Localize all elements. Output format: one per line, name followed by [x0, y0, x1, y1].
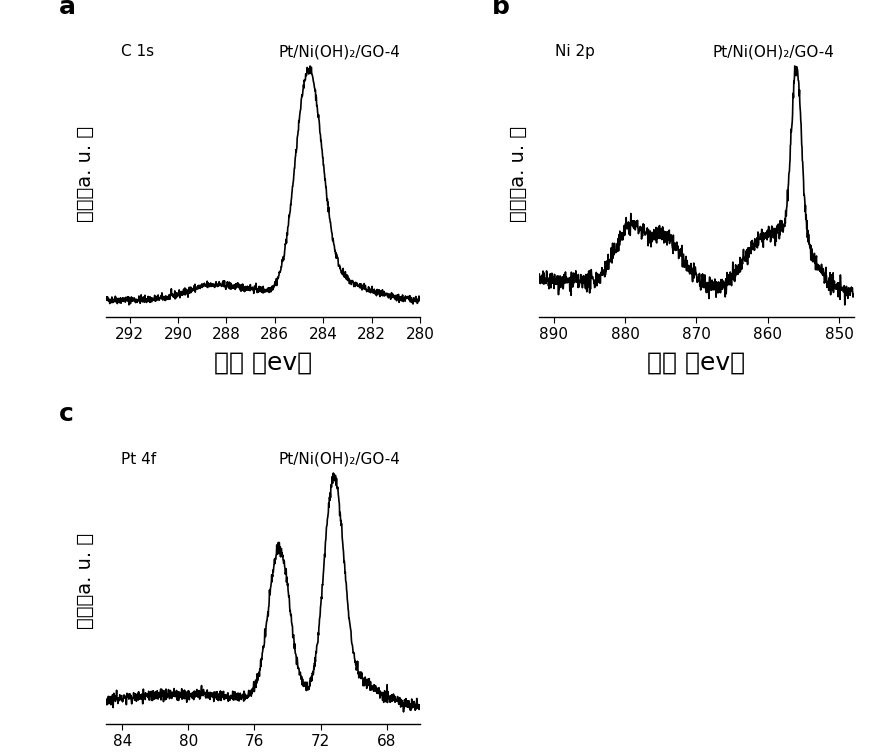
Y-axis label: 强度（a. u. ）: 强度（a. u. ） — [76, 125, 94, 222]
Y-axis label: 强度（a. u. ）: 强度（a. u. ） — [510, 125, 528, 222]
X-axis label: 键能 （ev）: 键能 （ev） — [214, 351, 312, 375]
Y-axis label: 强度（a. u. ）: 强度（a. u. ） — [76, 532, 94, 629]
Text: a: a — [58, 0, 76, 19]
Text: Ni 2p: Ni 2p — [555, 44, 595, 60]
X-axis label: 键能 （ev）: 键能 （ev） — [648, 351, 745, 375]
Text: Pt 4f: Pt 4f — [121, 452, 157, 467]
Text: c: c — [58, 402, 73, 426]
Text: Pt/Ni(OH)₂/GO-4: Pt/Ni(OH)₂/GO-4 — [712, 44, 834, 60]
Text: b: b — [492, 0, 510, 19]
Text: Pt/Ni(OH)₂/GO-4: Pt/Ni(OH)₂/GO-4 — [278, 452, 400, 467]
Text: Pt/Ni(OH)₂/GO-4: Pt/Ni(OH)₂/GO-4 — [278, 44, 400, 60]
Text: C 1s: C 1s — [121, 44, 154, 60]
